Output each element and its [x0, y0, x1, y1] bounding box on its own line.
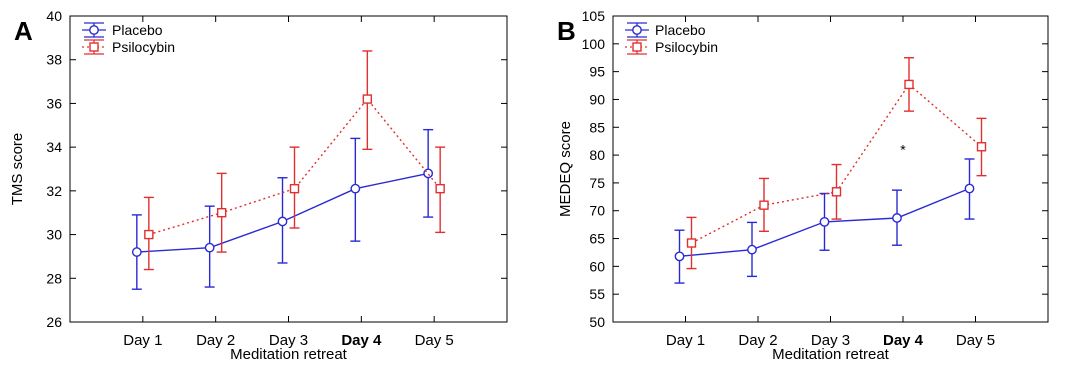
- y-tick-label: 90: [589, 91, 605, 107]
- series-line: [148, 97, 441, 236]
- data-point: [904, 79, 914, 90]
- y-tick-label: 60: [589, 258, 605, 274]
- legend-label: Placebo: [112, 22, 163, 38]
- y-tick-label: 36: [46, 95, 62, 111]
- y-axis-label: MEDEQ score: [557, 121, 574, 217]
- data-point: [747, 244, 757, 255]
- legend-item: Placebo: [625, 22, 706, 38]
- series-placebo: [674, 158, 975, 284]
- y-tick-label: 30: [46, 227, 62, 243]
- y-tick-label: 28: [46, 270, 62, 286]
- series-psilocybin: [686, 57, 987, 270]
- series-placebo: [131, 128, 434, 290]
- significance-annotation: *: [900, 142, 906, 158]
- data-point: [144, 229, 154, 240]
- x-tick-label: Day 3: [269, 332, 308, 349]
- y-tick-label: 95: [589, 64, 605, 80]
- data-point: [964, 183, 975, 194]
- y-tick-label: 80: [589, 147, 605, 163]
- legend-label: Psilocybin: [112, 39, 175, 55]
- chart-panel-a: 26 28 30 32 34 36 38 40 Day 1 Day 2 Day 3 Day 4 Day …: [9, 8, 508, 363]
- x-tick-label: Day 4: [883, 332, 924, 349]
- panel-label: B: [557, 16, 576, 46]
- y-tick-label: 40: [46, 8, 62, 24]
- y-axis-label: TMS score: [9, 133, 26, 206]
- x-tick-label: Day 4: [341, 332, 382, 349]
- plot-frame: [612, 15, 1049, 323]
- data-point: [892, 213, 902, 223]
- y-tick-label: 32: [46, 183, 62, 199]
- data-point: [204, 242, 215, 253]
- x-tick-label: Day 3: [811, 332, 850, 349]
- panel-label: A: [14, 16, 33, 46]
- x-tick-label: Day 2: [196, 332, 235, 349]
- data-point: [686, 238, 697, 248]
- legend-item: Psilocybin: [82, 39, 175, 55]
- data-point: [435, 183, 445, 194]
- legend-label: Placebo: [655, 22, 706, 38]
- chart-panel-b: 50 55 60 65 70 75 80 85 90 95 100 105 Day 1 Day 2 Day …: [557, 8, 1049, 363]
- y-tick-label: 55: [589, 286, 605, 302]
- legend-marker: [632, 42, 642, 52]
- series-psilocybin: [143, 50, 446, 271]
- y-tick-label: 105: [582, 8, 606, 24]
- y-tick-label: 38: [46, 52, 62, 68]
- y-tick-label: 65: [589, 231, 605, 247]
- y-tick-label: 50: [589, 314, 605, 330]
- data-point: [674, 251, 685, 262]
- data-point: [350, 183, 361, 194]
- legend-item: Placebo: [82, 22, 163, 38]
- y-tick-label: 85: [589, 119, 605, 135]
- data-point: [976, 142, 987, 152]
- y-tick-label: 26: [46, 314, 62, 330]
- data-point: [216, 208, 227, 218]
- y-tick-label: 34: [46, 139, 62, 155]
- plot-frame: [69, 15, 508, 323]
- y-tick-label: 100: [582, 36, 606, 52]
- data-point: [277, 216, 288, 227]
- legend-marker: [89, 42, 99, 52]
- x-tick-label: Day 2: [738, 332, 777, 349]
- x-tick-label: Day 5: [415, 332, 454, 349]
- legend-label: Psilocybin: [655, 39, 718, 55]
- data-point: [759, 200, 769, 210]
- x-tick-label: Day 1: [123, 332, 162, 349]
- legend-item: Psilocybin: [625, 39, 718, 55]
- x-tick-label: Day 5: [956, 332, 995, 349]
- x-axis-label: Meditation retreat: [772, 346, 890, 363]
- legend-marker: [89, 25, 99, 35]
- data-point: [831, 187, 842, 197]
- x-tick-label: Day 1: [666, 332, 705, 349]
- data-point: [362, 94, 373, 104]
- x-axis-label: Meditation retreat: [230, 346, 348, 363]
- y-tick-label: 75: [589, 175, 605, 191]
- legend-marker: [632, 25, 642, 35]
- data-point: [289, 183, 300, 194]
- y-tick-label: 70: [589, 203, 605, 219]
- data-point: [819, 216, 830, 227]
- data-point: [131, 247, 142, 257]
